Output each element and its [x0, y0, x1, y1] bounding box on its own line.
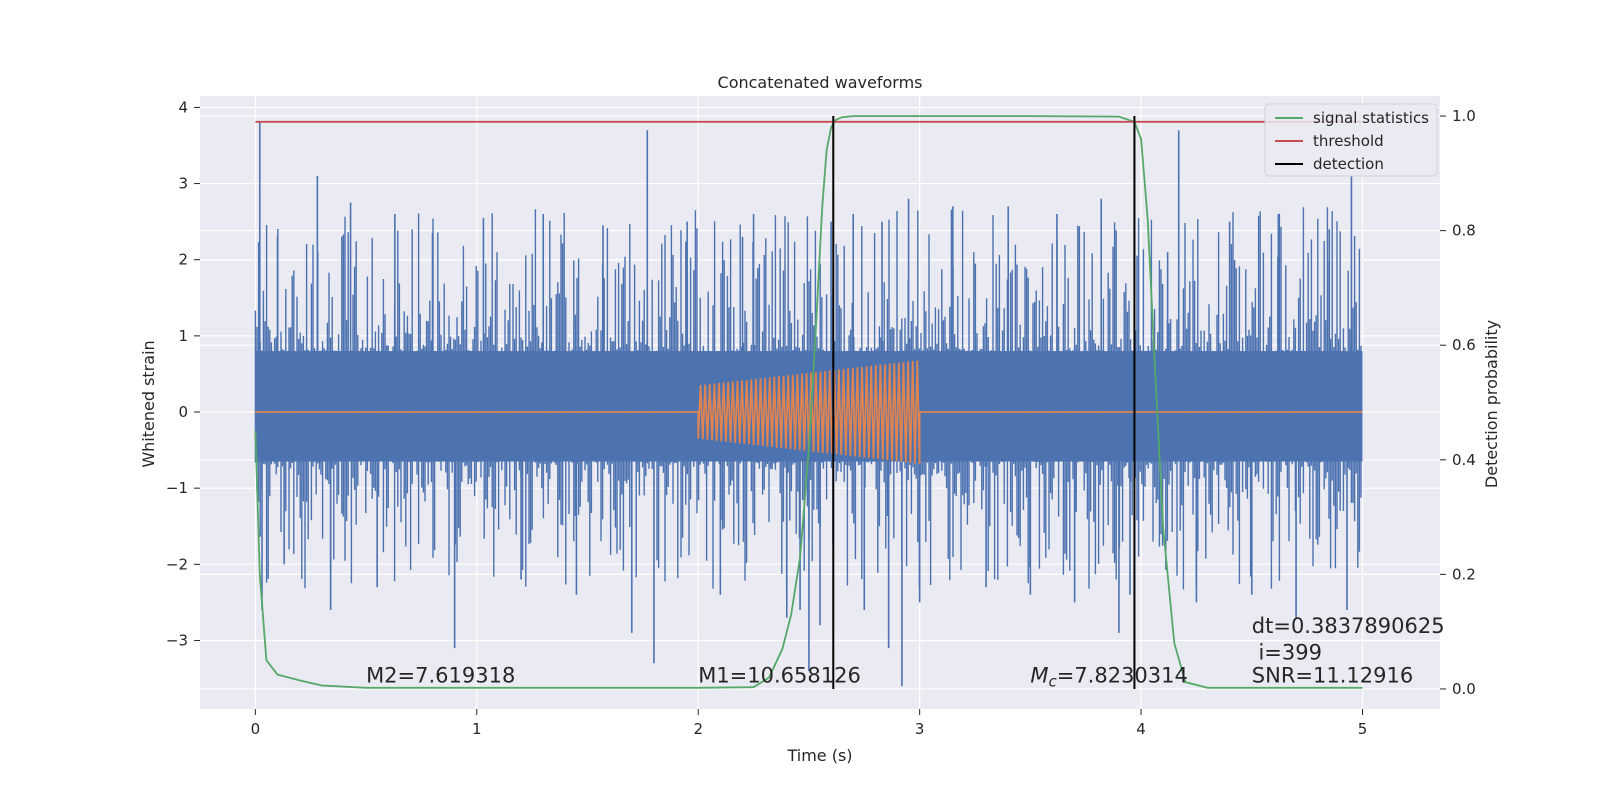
y-right-tick-label: 1.0: [1452, 107, 1476, 125]
annotations: M2=7.619318 M1=10.658126 Mc=7.8230314 dt=0.…: [366, 614, 1445, 690]
legend-label: signal statistics: [1313, 109, 1429, 127]
signal-statistics-line: [254, 115, 1363, 689]
x-tick-label: 1: [472, 720, 482, 738]
y-right-tick-label: 0.0: [1452, 680, 1476, 698]
annotation-text: SNR=11.12916: [1252, 663, 1413, 687]
x-tick-label: 3: [915, 720, 925, 738]
x-tick-label: 4: [1136, 720, 1146, 738]
y-right-tick-label: 0.6: [1452, 336, 1476, 354]
x-tick-label: 0: [251, 720, 261, 738]
y-axis-label-left: Whitened strain: [139, 340, 158, 467]
legend: signal statistics threshold detection: [1264, 103, 1438, 177]
y-right-tick-label: 0.4: [1452, 451, 1476, 469]
annotation-text: Mc=7.8230314: [1030, 663, 1188, 690]
annotation-text: dt=0.3837890625: [1252, 614, 1445, 638]
y-left-tick-label: 0: [178, 403, 188, 421]
x-axis-label: Time (s): [786, 746, 852, 765]
ticks: 0 1 2 3 4 5 −3 −2 −1 0 1 2 3 4 0.0 0.2 0.4 0.6 0.8 1.0: [166, 98, 1476, 738]
y-left-tick-label: −1: [166, 479, 188, 497]
annotation-text: i=399: [1252, 641, 1322, 665]
annotation-text: M2=7.619318: [366, 663, 515, 687]
y-left-tick-label: −3: [166, 631, 188, 649]
right-axis-series: [254, 115, 1363, 689]
y-left-tick-label: −2: [166, 555, 188, 573]
y-left-tick-label: 2: [178, 251, 188, 269]
x-tick-label: 2: [693, 720, 703, 738]
x-tick-label: 5: [1358, 720, 1368, 738]
y-left-tick-label: 3: [178, 175, 188, 193]
legend-box: [1264, 103, 1438, 177]
annotation-text: M1=10.658126: [698, 663, 861, 687]
legend-label: detection: [1313, 155, 1384, 173]
y-left-tick-label: 1: [178, 327, 188, 345]
y-right-tick-label: 0.8: [1452, 222, 1476, 240]
y-axis-label-right: Detection probability: [1482, 320, 1501, 488]
legend-label: threshold: [1313, 132, 1384, 150]
chart-title: Concatenated waveforms: [718, 73, 923, 92]
y-left-tick-label: 4: [178, 98, 188, 116]
y-right-tick-label: 0.2: [1452, 565, 1476, 583]
